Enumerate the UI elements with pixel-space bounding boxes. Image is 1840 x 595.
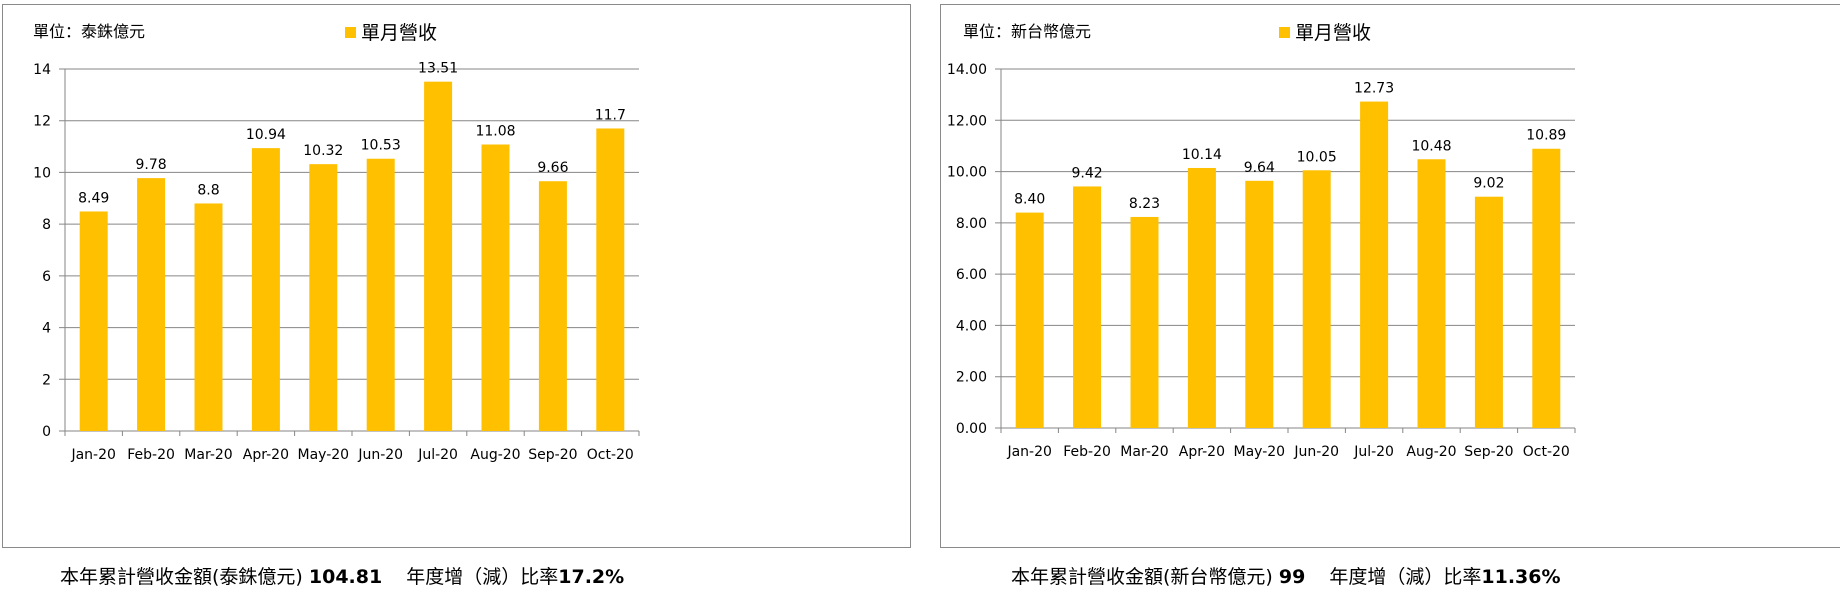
bar — [194, 203, 223, 431]
data-label: 13.51 — [418, 61, 458, 77]
data-label: 10.94 — [246, 127, 286, 143]
bar — [1474, 196, 1503, 428]
data-label: 8.8 — [197, 182, 219, 198]
x-tick-label: Jan-20 — [1006, 444, 1051, 460]
bar — [251, 148, 280, 431]
bar — [1187, 167, 1216, 428]
data-label: 9.66 — [537, 160, 568, 176]
y-tick-label: 4 — [42, 321, 51, 337]
x-tick-label: May-20 — [298, 447, 350, 463]
legend-swatch — [1279, 27, 1290, 38]
unit-label: 單位：新台幣億元 — [963, 22, 1091, 41]
y-tick-label: 8 — [42, 217, 51, 233]
x-tick-label: Apr-20 — [1179, 444, 1225, 460]
data-label: 11.08 — [475, 124, 515, 140]
legend-label: 單月營收 — [1295, 22, 1371, 44]
y-tick-label: 14 — [33, 62, 51, 78]
legend-label: 單月營收 — [361, 22, 437, 44]
y-tick-label: 12.00 — [947, 113, 987, 129]
summary-prefix: 本年累計營收金額(泰銖億元) — [60, 566, 303, 588]
bar — [1417, 159, 1446, 428]
summary-growth-label: 年度增（減）比率 — [406, 566, 559, 588]
bar-chart-thb: 單位：泰銖億元 單月營收 0 2 4 6 8 10 12 14 8.49 Jan-20 9.78 Feb-… — [33, 22, 640, 463]
x-tick-label: Oct-20 — [1523, 444, 1570, 460]
x-tick-label: Jan-20 — [70, 447, 115, 463]
bar — [1015, 212, 1044, 428]
y-tick-label: 2.00 — [956, 370, 987, 386]
x-tick-label: Sep-20 — [528, 447, 577, 463]
unit-label: 單位：泰銖億元 — [33, 22, 145, 41]
bar — [481, 144, 510, 431]
bar — [137, 178, 166, 431]
bar — [366, 158, 395, 431]
x-tick-label: Mar-20 — [1120, 444, 1168, 460]
bar — [1532, 148, 1561, 429]
bar — [596, 128, 625, 431]
bar-chart-twd: 單位：新台幣億元 單月營收 0.00 2.00 4.00 6.00 8.00 10.00 12.… — [947, 22, 1576, 460]
bar — [1130, 216, 1159, 428]
x-tick-label: Jun-20 — [357, 447, 403, 463]
x-tick-label: Jul-20 — [417, 447, 458, 463]
summary-growth: 11.36% — [1481, 566, 1561, 588]
bar — [538, 181, 567, 431]
bar — [1073, 186, 1102, 428]
data-label: 8.40 — [1014, 192, 1045, 208]
data-label: 12.73 — [1354, 81, 1394, 97]
y-tick-label: 2 — [42, 372, 51, 388]
summary-growth-label: 年度增（減）比率 — [1329, 566, 1482, 588]
x-tick-label: Aug-20 — [470, 447, 520, 463]
x-tick-label: Aug-20 — [1406, 444, 1456, 460]
summary-twd: 本年累計營收金額(新台幣億元) 99 年度增（減）比率11.36% — [1011, 562, 1561, 589]
data-label: 10.53 — [361, 138, 401, 154]
summary-thb: 本年累計營收金額(泰銖億元) 104.81 年度增（減）比率17.2% — [60, 562, 624, 589]
data-label: 9.64 — [1244, 160, 1275, 176]
y-tick-label: 0.00 — [956, 421, 987, 437]
bar — [79, 211, 108, 431]
data-label: 10.14 — [1182, 147, 1222, 163]
chart-panel-twd: 單位：新台幣億元 單月營收 0.00 2.00 4.00 6.00 8.00 10.00 12.… — [940, 4, 1840, 548]
y-tick-label: 8.00 — [956, 216, 987, 232]
data-label: 10.32 — [303, 143, 343, 159]
data-label: 10.05 — [1297, 149, 1337, 165]
y-tick-label: 10.00 — [947, 165, 987, 181]
bar — [1360, 101, 1389, 428]
y-tick-label: 10 — [33, 165, 51, 181]
y-tick-label: 6.00 — [956, 267, 987, 283]
data-label: 8.49 — [78, 190, 109, 206]
data-label: 10.89 — [1526, 128, 1566, 144]
bar — [1245, 180, 1274, 428]
x-tick-label: Mar-20 — [184, 447, 232, 463]
y-tick-label: 6 — [42, 269, 51, 285]
legend-swatch — [345, 27, 356, 38]
bar — [1302, 170, 1331, 428]
data-label: 9.02 — [1473, 176, 1504, 192]
x-tick-label: Feb-20 — [127, 447, 175, 463]
y-tick-label: 4.00 — [956, 318, 987, 334]
x-tick-label: Apr-20 — [243, 447, 289, 463]
y-tick-label: 0 — [42, 424, 51, 440]
y-tick-label: 12 — [33, 114, 51, 130]
data-label: 10.48 — [1411, 138, 1451, 154]
x-tick-label: Feb-20 — [1063, 444, 1111, 460]
summary-prefix: 本年累計營收金額(新台幣億元) — [1011, 566, 1273, 588]
summary-amount: 104.81 — [308, 566, 383, 588]
data-label: 8.23 — [1129, 196, 1160, 212]
bar — [424, 81, 453, 432]
x-tick-label: May-20 — [1234, 444, 1286, 460]
y-tick-label: 14.00 — [947, 62, 987, 78]
summary-growth: 17.2% — [558, 566, 625, 588]
summary-amount: 99 — [1278, 566, 1306, 588]
data-label: 11.7 — [595, 107, 626, 123]
x-tick-label: Sep-20 — [1464, 444, 1513, 460]
data-label: 9.78 — [136, 157, 167, 173]
data-label: 9.42 — [1072, 165, 1103, 181]
bar — [309, 164, 338, 431]
x-tick-label: Jun-20 — [1293, 444, 1339, 460]
x-tick-label: Oct-20 — [587, 447, 634, 463]
x-tick-label: Jul-20 — [1353, 444, 1394, 460]
chart-panel-thb: 單位：泰銖億元 單月營收 0 2 4 6 8 10 12 14 8.49 Jan-20 9.78 Feb-… — [2, 4, 911, 548]
